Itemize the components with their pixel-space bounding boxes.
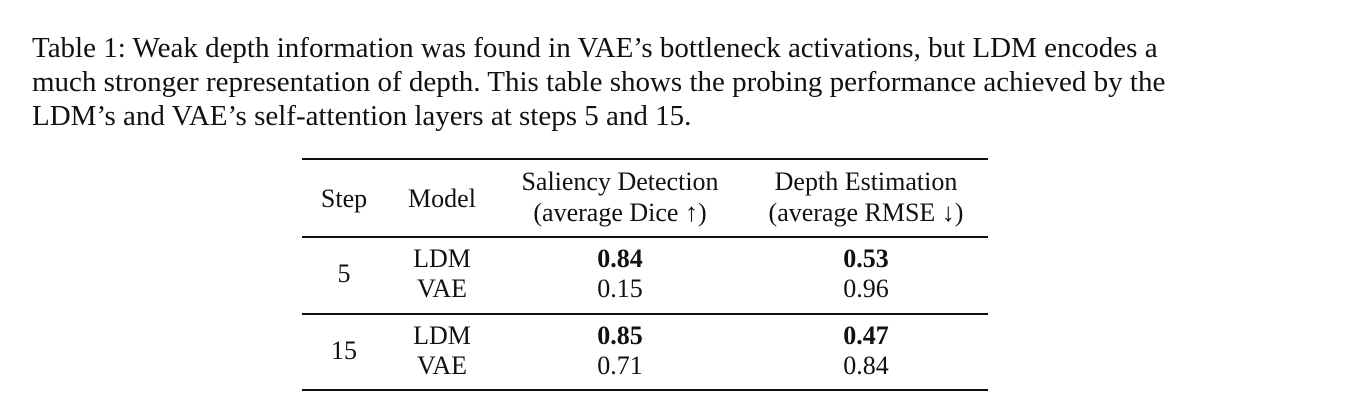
table-top-rule [302, 158, 988, 160]
header-depth-title: Depth Estimation [774, 167, 958, 196]
caption-line-2: much stronger representation of depth. T… [32, 66, 1166, 98]
depth-value: 0.47 [843, 321, 889, 350]
header-saliency-title: Saliency Detection [521, 167, 719, 196]
model-cell: VAE [416, 274, 468, 303]
caption-line-3: LDM’s and VAE’s self-attention layers at… [32, 100, 692, 132]
depth-value: 0.96 [843, 274, 889, 303]
model-cell: LDM [413, 321, 471, 350]
header-step: Step [320, 184, 368, 213]
header-saliency-metric: (average Dice ↑) [533, 198, 707, 227]
header-model: Model [408, 184, 476, 213]
table-header-rule [302, 236, 988, 238]
table-caption: Table 1: Weak depth information was foun… [32, 31, 1332, 133]
saliency-value: 0.85 [597, 321, 643, 350]
step-cell: 5 [337, 259, 351, 288]
depth-value: 0.53 [843, 244, 889, 273]
table-group-rule [302, 313, 988, 315]
saliency-value: 0.15 [597, 274, 643, 303]
header-depth-metric: (average RMSE ↓) [768, 198, 964, 227]
saliency-value: 0.71 [597, 351, 643, 380]
depth-value: 0.84 [843, 351, 889, 380]
table-bottom-rule [302, 389, 988, 391]
step-cell: 15 [331, 336, 357, 365]
saliency-value: 0.84 [597, 244, 643, 273]
caption-line-1: Table 1: Weak depth information was foun… [32, 32, 1158, 64]
model-cell: VAE [416, 351, 468, 380]
model-cell: LDM [413, 244, 471, 273]
